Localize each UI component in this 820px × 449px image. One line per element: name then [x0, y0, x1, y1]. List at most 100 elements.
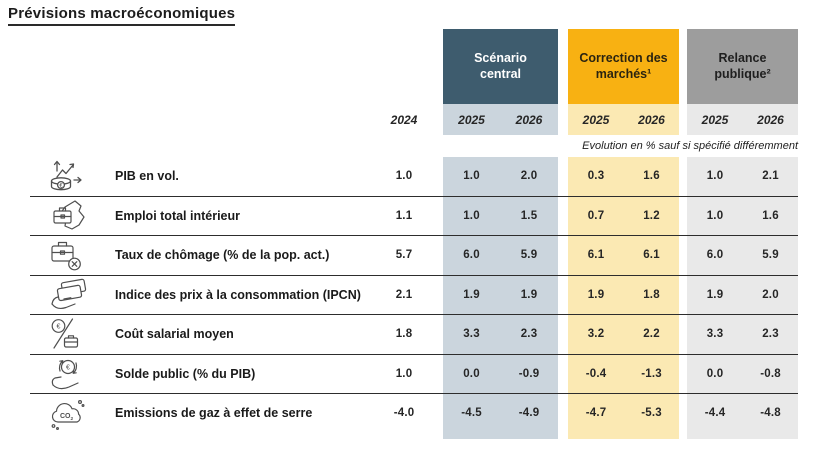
value-cell: -0.4	[568, 354, 624, 393]
year-relance-2026: 2026	[743, 104, 798, 135]
value-cell: 6.1	[624, 236, 679, 275]
value-cell: -0.9	[500, 354, 558, 393]
row-label: Solde public (% du PIB)	[115, 366, 256, 381]
value-cell: 6.1	[568, 236, 624, 275]
row-label: Coût salarial moyen	[115, 327, 234, 342]
year-central-2026: 2026	[500, 104, 558, 135]
band-strip-central	[443, 432, 558, 439]
scenario-header-relance: Relance publique²	[687, 29, 798, 104]
value-cell: 1.0	[443, 196, 500, 235]
column-gap	[558, 394, 568, 433]
value-cell: 1.6	[743, 196, 798, 235]
unemployment-icon	[30, 236, 110, 275]
title-wrap: Prévisions macroéconomiques	[8, 5, 820, 26]
year-central-2025: 2025	[443, 104, 500, 135]
value-cell: 0.3	[568, 157, 624, 196]
value-cell: 1.8	[624, 275, 679, 314]
table-row-emploi: Emploi total intérieur 1.1 1.0 1.5 0.7 1…	[30, 195, 798, 236]
value-cell: 2.1	[395, 288, 413, 301]
column-gap	[558, 276, 568, 315]
value-cell: 0.0	[687, 354, 743, 393]
value-cell: 5.7	[395, 249, 413, 262]
column-gap	[679, 276, 687, 315]
value-cell: -4.7	[568, 394, 624, 433]
value-cell: 5.9	[500, 236, 558, 275]
column-gap	[558, 236, 568, 275]
value-cell: 2.2	[624, 315, 679, 354]
value-cell: 3.2	[568, 315, 624, 354]
value-cell: 2.0	[743, 275, 798, 314]
value-cell: 1.9	[443, 275, 500, 314]
column-gap	[679, 197, 687, 236]
value-cell: -4.4	[687, 394, 743, 433]
employment-icon	[30, 197, 110, 236]
value-cell: 3.3	[443, 315, 500, 354]
value-cell: 1.9	[500, 275, 558, 314]
forecast-table: Scénario central Correction des marchés¹…	[30, 29, 798, 439]
column-gap	[679, 315, 687, 354]
svg-text:2: 2	[71, 416, 74, 422]
scenario-header-correction: Correction des marchés¹	[568, 29, 679, 104]
table-row-pib: € PIB en vol. 1.0 1.0 2.0 0.3 1.6 1.0 2.…	[30, 157, 798, 196]
scenario-header-central: Scénario central	[443, 29, 558, 104]
value-cell: 2.1	[743, 157, 798, 196]
value-cell: 1.8	[395, 328, 413, 341]
row-label: Emploi total intérieur	[115, 208, 241, 223]
value-cell: 1.0	[687, 196, 743, 235]
value-cell: 1.6	[624, 157, 679, 196]
scenario-header-row: Scénario central Correction des marchés¹…	[30, 29, 798, 104]
value-cell: 1.0	[395, 367, 413, 380]
year-relance-2025: 2025	[687, 104, 743, 135]
table-row-solde-public: € Solde public (% du PIB) 1.0 0.0 -0.9 -…	[30, 353, 798, 394]
forecast-page: Prévisions macroéconomiques Scénario cen…	[0, 5, 820, 449]
value-cell: 1.0	[443, 157, 500, 196]
column-gap	[558, 157, 568, 196]
table-row-cout-salarial: € Coût salarial moyen 1.8 3.3 2.3 3.2 2.…	[30, 314, 798, 354]
column-gap	[679, 355, 687, 394]
value-cell: 2.3	[500, 315, 558, 354]
co2-emissions-icon: CO 2	[30, 394, 110, 433]
value-cell: 1.0	[395, 170, 413, 183]
value-cell: 1.1	[395, 209, 413, 222]
table-row-ipcn: Indice des prix à la consommation (IPCN)…	[30, 274, 798, 315]
value-cell: -4.0	[393, 407, 415, 420]
table-row-chomage: Taux de chômage (% de la pop. act.) 5.7 …	[30, 235, 798, 275]
value-cell: 1.9	[687, 275, 743, 314]
public-balance-icon: €	[30, 355, 110, 394]
value-cell: 2.0	[500, 157, 558, 196]
row-label: Emissions de gaz à effet de serre	[115, 406, 313, 421]
table-row-emissions: CO 2 Emissions de gaz à effet de serre -…	[30, 393, 798, 433]
value-cell: 1.9	[568, 275, 624, 314]
value-cell: 0.7	[568, 196, 624, 235]
value-cell: -4.8	[743, 394, 798, 433]
column-gap	[679, 394, 687, 433]
column-gap	[679, 157, 687, 196]
value-cell: 3.3	[687, 315, 743, 354]
value-cell: 2.3	[743, 315, 798, 354]
value-cell: 6.0	[687, 236, 743, 275]
year-base: 2024	[390, 112, 418, 127]
value-cell: 5.9	[743, 236, 798, 275]
value-cell: -1.3	[624, 354, 679, 393]
band-strip-relance	[687, 432, 798, 439]
value-cell: -4.5	[443, 394, 500, 433]
value-cell: 6.0	[443, 236, 500, 275]
value-cell: -5.3	[624, 394, 679, 433]
row-label: Indice des prix à la consommation (IPCN)	[115, 287, 361, 302]
years-row: 2024 2025 2026 2025 2026 2025 2026	[30, 104, 798, 135]
value-cell: 1.2	[624, 196, 679, 235]
row-label: Taux de chômage (% de la pop. act.)	[115, 248, 330, 263]
page-title: Prévisions macroéconomiques	[8, 5, 236, 26]
column-gap	[679, 236, 687, 275]
value-cell: 0.0	[443, 354, 500, 393]
svg-text:€: €	[59, 184, 63, 190]
column-gap	[558, 197, 568, 236]
year-correction-2026: 2026	[624, 104, 679, 135]
unit-note: Evolution en % sauf si spécifié différem…	[582, 140, 798, 152]
value-cell: -0.8	[743, 354, 798, 393]
year-correction-2025: 2025	[568, 104, 624, 135]
svg-text:CO: CO	[60, 413, 71, 420]
value-cell: 1.0	[687, 157, 743, 196]
note-row: Evolution en % sauf si spécifié différem…	[30, 135, 798, 157]
value-cell: 1.5	[500, 196, 558, 235]
